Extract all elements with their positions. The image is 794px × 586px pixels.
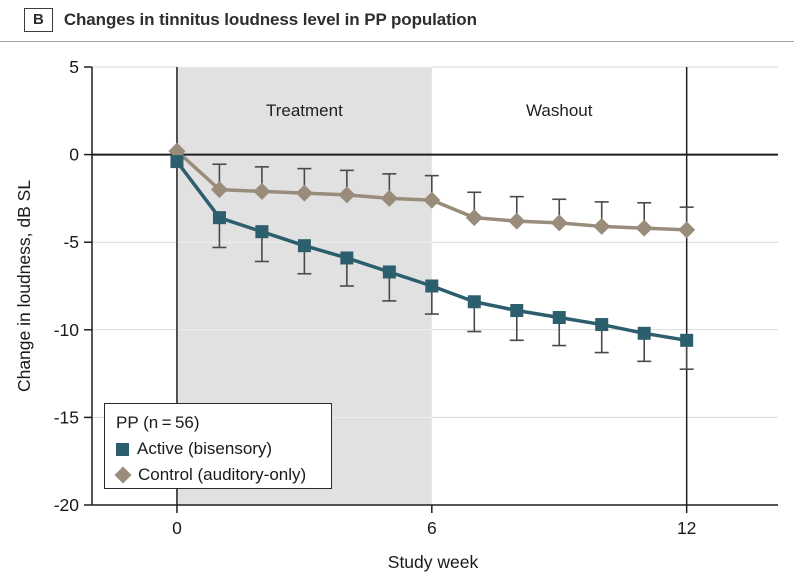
y-tick-label: -10: [54, 320, 80, 340]
data-point-marker: [550, 214, 568, 232]
y-tick-label: -5: [63, 232, 79, 252]
x-axis-title: Study week: [388, 552, 479, 572]
data-point-marker: [340, 251, 354, 265]
y-axis-title: Change in loudness, dB SL: [14, 180, 34, 392]
chart-legend: PP (n = 56) Active (bisensory) Control (…: [104, 403, 332, 489]
data-point-marker: [210, 181, 228, 199]
data-point-marker: [510, 304, 524, 318]
data-point-marker: [552, 311, 566, 325]
x-tick-label: 6: [427, 518, 437, 538]
y-tick-label: 5: [69, 57, 79, 77]
y-tick-label: -20: [54, 495, 80, 515]
data-point-marker: [423, 191, 441, 209]
legend-title: PP (n = 56): [116, 413, 200, 432]
data-point-marker: [382, 265, 396, 279]
treatment-region-label: Treatment: [266, 101, 343, 120]
data-point-marker: [465, 209, 483, 227]
data-point-marker: [467, 295, 481, 309]
data-point-marker: [637, 326, 651, 340]
y-tick-label: 0: [69, 145, 79, 165]
data-point-marker: [295, 184, 313, 202]
data-point-marker: [425, 279, 439, 293]
panel-title: Changes in tinnitus loudness level in PP…: [63, 10, 477, 29]
x-tick-label: 12: [677, 518, 696, 538]
x-tick-label: 0: [172, 518, 182, 538]
data-point-marker: [170, 155, 184, 169]
data-point-marker: [678, 221, 696, 239]
panel-header: B Changes in tinnitus loudness level in …: [24, 8, 477, 32]
y-tick-label: -15: [54, 407, 79, 427]
control-series-swatch-icon: [114, 466, 132, 484]
data-point-marker: [380, 189, 398, 207]
washout-region-label: Washout: [526, 101, 593, 120]
legend-label-active: Active (bisensory): [137, 439, 273, 458]
header-divider: [0, 41, 794, 42]
data-point-marker: [680, 333, 694, 347]
panel-label-badge: B: [24, 8, 53, 32]
data-point-marker: [297, 239, 311, 253]
data-point-marker: [253, 182, 271, 200]
active-series-swatch-icon: [116, 442, 129, 456]
data-point-marker: [595, 318, 609, 332]
data-point-marker: [255, 225, 269, 239]
data-point-marker: [212, 211, 226, 225]
data-point-marker: [593, 217, 611, 235]
data-point-marker: [635, 219, 653, 237]
legend-label-control: Control (auditory-only): [138, 465, 307, 484]
legend-item-control: Control (auditory-only): [114, 462, 331, 488]
legend-item-active: Active (bisensory): [116, 436, 331, 462]
data-point-marker: [508, 212, 526, 230]
data-point-marker: [338, 186, 356, 204]
